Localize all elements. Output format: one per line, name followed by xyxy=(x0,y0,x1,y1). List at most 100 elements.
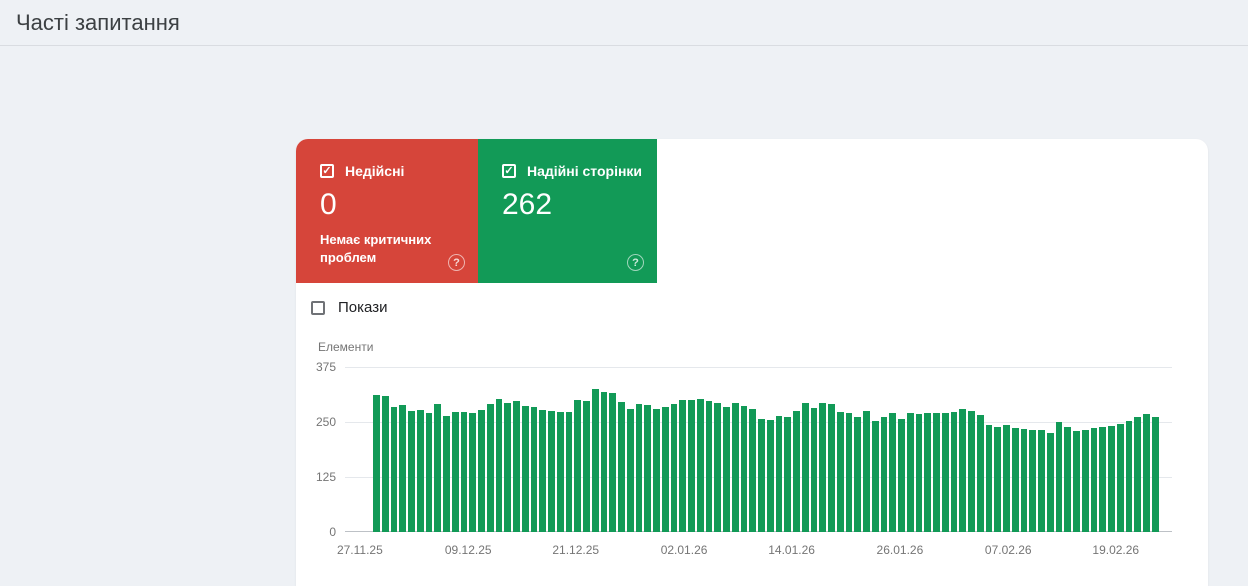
chart-bar[interactable] xyxy=(434,404,441,532)
chart-bar[interactable] xyxy=(1125,420,1133,532)
chart-bar[interactable] xyxy=(775,415,783,532)
chart-bar[interactable] xyxy=(924,412,931,532)
invalid-series-checkbox[interactable]: ✓ Недійсні xyxy=(320,163,462,179)
chart-bar[interactable] xyxy=(609,393,616,532)
chart-bar[interactable] xyxy=(556,412,564,532)
chart-bar[interactable] xyxy=(758,418,765,532)
chart-bar[interactable] xyxy=(469,412,476,532)
chart-bar[interactable] xyxy=(941,413,949,532)
chart-bar[interactable] xyxy=(731,402,739,532)
chart-bar[interactable] xyxy=(478,410,485,532)
x-tick-label: 14.01.26 xyxy=(768,543,815,557)
chart-bar[interactable] xyxy=(1029,429,1036,532)
plot-area: 375 250 125 0 27.11.25 09.12.25 21.12.25 02.01… xyxy=(316,360,1172,557)
check-icon: ✓ xyxy=(322,164,332,177)
chart-bar[interactable] xyxy=(898,418,905,532)
chart-bar[interactable] xyxy=(906,413,914,532)
chart-bar[interactable] xyxy=(705,400,713,532)
chart-bar[interactable] xyxy=(933,412,940,532)
chart-bar[interactable] xyxy=(915,414,923,532)
chart-bar[interactable] xyxy=(443,415,450,532)
chart-bar[interactable] xyxy=(626,408,634,532)
chart-bar[interactable] xyxy=(1073,431,1080,532)
chart-bar[interactable] xyxy=(653,409,660,532)
checkbox-checked-icon: ✓ xyxy=(502,164,516,178)
chart-bar[interactable] xyxy=(871,420,879,532)
chart-bar[interactable] xyxy=(530,407,538,532)
chart-bar[interactable] xyxy=(1003,424,1010,532)
chart-bar[interactable] xyxy=(504,403,511,532)
chart-bar[interactable] xyxy=(1099,427,1106,532)
chart-bar[interactable] xyxy=(661,407,669,532)
chart-bar[interactable] xyxy=(845,412,853,532)
chart-bar[interactable] xyxy=(486,403,494,532)
chart-bar[interactable] xyxy=(854,417,861,532)
impressions-checkbox[interactable]: Покази xyxy=(311,299,387,316)
chart-bar[interactable] xyxy=(696,399,704,532)
chart-bar[interactable] xyxy=(408,410,415,532)
chart-bar[interactable] xyxy=(1055,421,1063,532)
help-icon[interactable]: ? xyxy=(627,254,644,271)
chart-bar[interactable] xyxy=(1151,416,1159,532)
chart-bar[interactable] xyxy=(994,426,1001,532)
chart-bar[interactable] xyxy=(688,400,695,532)
chart-bar[interactable] xyxy=(460,412,468,532)
chart-bar[interactable] xyxy=(819,402,826,532)
chart-bar[interactable] xyxy=(959,409,966,532)
chart-bar[interactable] xyxy=(1011,427,1019,532)
valid-series-checkbox[interactable]: ✓ Надійні сторінки xyxy=(502,163,642,179)
chart-bar[interactable] xyxy=(968,410,975,532)
chart-bar[interactable] xyxy=(714,402,721,532)
chart-bar[interactable] xyxy=(810,407,818,532)
chart-bar[interactable] xyxy=(889,412,896,532)
chart-bar[interactable] xyxy=(1134,416,1141,532)
chart-bar[interactable] xyxy=(985,425,993,532)
chart-bar[interactable] xyxy=(635,404,643,532)
chart-bar[interactable] xyxy=(425,413,433,532)
chart-bar[interactable] xyxy=(784,417,791,532)
chart-bar[interactable] xyxy=(539,409,546,532)
chart-bar[interactable] xyxy=(863,410,870,532)
chart-bar[interactable] xyxy=(618,401,625,532)
chart-bar[interactable] xyxy=(600,392,608,532)
chart-bar[interactable] xyxy=(1116,423,1124,532)
chart-bar[interactable] xyxy=(801,403,809,532)
chart-bar[interactable] xyxy=(451,411,459,532)
chart-bar[interactable] xyxy=(583,401,590,532)
chart-bar[interactable] xyxy=(495,399,503,532)
chart-bar[interactable] xyxy=(390,406,398,532)
chart-bar[interactable] xyxy=(828,404,835,532)
chart-bar[interactable] xyxy=(1046,432,1054,532)
chart-bar[interactable] xyxy=(1090,428,1098,532)
chart-bar[interactable] xyxy=(521,406,529,532)
chart-bar[interactable] xyxy=(766,419,774,532)
chart-bar[interactable] xyxy=(1038,429,1045,532)
chart-bar[interactable] xyxy=(381,395,389,532)
chart-bar[interactable] xyxy=(1081,430,1089,532)
chart-bar[interactable] xyxy=(976,415,984,532)
chart-bar[interactable] xyxy=(548,411,555,532)
chart-bar[interactable] xyxy=(679,399,686,532)
chart-bar[interactable] xyxy=(591,389,599,532)
chart-bar[interactable] xyxy=(1143,414,1150,532)
chart-bar[interactable] xyxy=(373,394,380,532)
chart-bar[interactable] xyxy=(399,404,406,532)
chart-bar[interactable] xyxy=(836,411,844,532)
chart-bar[interactable] xyxy=(513,401,520,532)
chart-bar[interactable] xyxy=(749,409,756,532)
help-icon[interactable]: ? xyxy=(448,254,465,271)
chart-bar[interactable] xyxy=(793,411,800,532)
chart-bar[interactable] xyxy=(740,406,748,532)
chart-bar[interactable] xyxy=(1020,429,1028,532)
chart-bar[interactable] xyxy=(565,412,573,532)
chart-bar[interactable] xyxy=(644,405,651,532)
chart-bar[interactable] xyxy=(670,403,678,532)
chart-bar[interactable] xyxy=(950,411,958,532)
chart-bar[interactable] xyxy=(880,417,888,532)
chart-bar[interactable] xyxy=(723,407,730,532)
chart-bar[interactable] xyxy=(416,410,424,532)
chart-bar[interactable] xyxy=(1108,426,1115,532)
chart-bar[interactable] xyxy=(1064,426,1071,532)
chart-bar[interactable] xyxy=(574,400,581,532)
y-tick-label: 0 xyxy=(329,525,336,539)
